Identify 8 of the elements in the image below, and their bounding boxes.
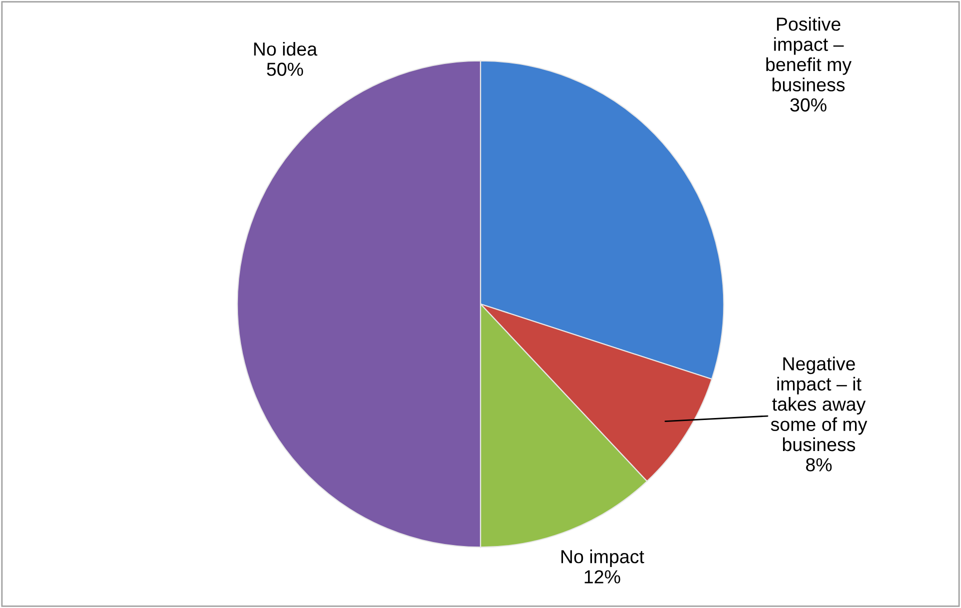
data-label: 30% [790, 98, 826, 112]
slice-label: No impact [561, 550, 644, 567]
slice-label: No idea [254, 42, 318, 56]
data-label: 50% [266, 62, 304, 76]
slice-label: Positive impact – benefit my business [766, 17, 852, 92]
data-label: 8% [806, 458, 832, 472]
slice-label: Negative impact – it takes away some of my business [770, 356, 868, 452]
data-label: 12% [584, 570, 620, 584]
